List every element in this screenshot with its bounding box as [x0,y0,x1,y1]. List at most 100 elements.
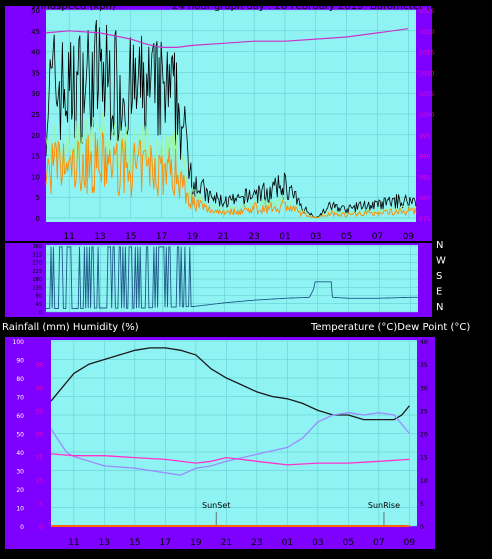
chart-title: 24 hour graph day : 28 February 2019 [172,1,363,12]
humidity-y-tick-label: 60 [16,413,24,420]
direction-y-tick-label: 90 [36,294,42,300]
sun-event-label: SunRise [368,501,400,510]
barometer-axis-title: Barometer (hpa) [370,1,453,12]
wind-axes: 0510152025303540455097598098599099510001… [31,7,434,242]
barometer-y-tick-label: 980 [419,195,431,202]
temperature-y-tick-label: 35 [420,362,428,369]
wind-x-tick-label: 15 [125,232,136,242]
wind-x-tick-label: 01 [279,232,290,242]
temperature-line [50,347,410,421]
temperature-x-tick-label: 11 [68,538,79,548]
compass-label: N [436,302,443,313]
humidity-y-tick-label: 40 [16,450,24,457]
wind-y-tick-label: 30 [31,90,40,98]
barometer-y-tick-label: 1025 [419,8,434,15]
temperature-y-tick-label: 40 [420,339,428,346]
direction-marks [45,246,418,310]
rain-humidity-axis-title: Rainfall (mm) Humidity (%) [2,322,139,333]
windspeed-axis-title: Windspeed (kph) [31,1,116,12]
humidity-y-tick-label: 10 [16,506,24,513]
temperature-x-tick-label: 03 [312,538,323,548]
wind-y-tick-label: 5 [36,194,40,202]
temperature-y-tick-label: 5 [420,501,424,508]
temperature-x-tick-label: 05 [343,538,354,548]
temperature-x-tick-label: 15 [129,538,140,548]
windspeed-gust-line [45,20,417,219]
temperature-dewpoint-axis-title: Temperature (°C)Dew Point (°C) [310,322,470,333]
wind-marks [45,20,417,219]
rain-y-tick-label: 30 [35,385,43,392]
wind-x-tick-label: 05 [341,232,352,242]
compass-label: W [436,256,446,267]
temperature-marks [50,347,410,527]
rain-y-tick-label: 5 [39,501,43,508]
wind-x-tick-label: 09 [403,232,415,242]
wind-x-tick-label: 13 [94,232,105,242]
wind-y-tick-label: 40 [31,49,40,57]
temperature-y-tick-label: 0 [420,524,424,531]
sun-event-label: SunSet [202,501,230,510]
barometer-y-tick-label: 985 [419,174,431,181]
direction-y-tick-label: 270 [32,261,42,267]
wind-x-tick-label: 17 [156,232,167,242]
humidity-line [50,453,410,466]
direction-y-tick-label: 180 [32,277,42,283]
wind-direction-line [45,246,418,310]
humidity-y-tick-label: 30 [16,469,24,476]
windspeed-orange-line [45,132,417,219]
humidity-y-tick-label: 50 [16,432,24,439]
wind-x-tick-label: 11 [63,232,74,242]
temperature-y-tick-label: 20 [420,432,428,439]
humidity-y-tick-label: 20 [16,487,24,494]
rain-y-tick-label: 10 [35,478,43,485]
humidity-y-tick-label: 0 [20,524,24,531]
direction-y-tick-label: 45 [36,302,42,308]
temperature-grid [51,340,417,527]
compass-label: S [436,271,442,282]
temperature-x-tick-label: 23 [251,538,262,548]
temperature-y-tick-label: 30 [420,385,428,392]
temperature-x-tick-label: 17 [160,538,171,548]
humidity-y-tick-label: 100 [13,339,25,346]
barometer-y-tick-label: 1020 [419,29,434,36]
wind-y-tick-label: 25 [31,111,40,119]
barometer-y-tick-label: 1000 [419,112,434,119]
direction-y-tick-label: 135 [32,285,42,291]
temperature-axes: 0102030405060708090100051015202530350510… [13,339,428,548]
dew-point-line [50,412,410,476]
wind-y-tick-label: 0 [36,215,40,223]
wind-grid [46,9,416,219]
barometer-y-tick-label: 975 [419,216,431,223]
compass-label: N [436,240,443,251]
rain-y-tick-label: 20 [35,432,43,439]
temperature-x-tick-label: 13 [99,538,110,548]
wind-y-tick-label: 15 [31,153,40,161]
wind-y-tick-label: 20 [31,132,40,140]
rain-y-tick-label: 25 [35,408,43,415]
temperature-y-tick-label: 25 [420,408,428,415]
wind-x-tick-label: 03 [310,232,321,242]
barometer-y-tick-label: 1015 [419,50,434,57]
temperature-x-tick-label: 07 [373,538,384,548]
direction-y-tick-label: 0 [39,310,42,316]
rain-y-tick-label: 0 [39,524,43,531]
compass-label: E [436,287,442,298]
barometer-line [45,28,409,48]
direction-y-tick-label: 360 [32,244,42,250]
wind-y-tick-label: 10 [31,173,40,181]
temperature-x-tick-label: 01 [282,538,293,548]
wind-barometer-panel: 0510152025303540455097598098599099510001… [5,1,453,242]
temperature-y-tick-label: 10 [420,478,428,485]
wind-plot-area [46,10,416,222]
barometer-y-tick-label: 995 [419,133,431,140]
wind-x-tick-label: 19 [187,232,199,242]
direction-y-tick-label: 225 [32,269,42,275]
barometer-y-tick-label: 990 [419,154,431,161]
humidity-y-tick-label: 80 [16,376,24,383]
direction-y-tick-label: 315 [32,252,42,258]
wind-y-tick-label: 50 [31,7,40,15]
